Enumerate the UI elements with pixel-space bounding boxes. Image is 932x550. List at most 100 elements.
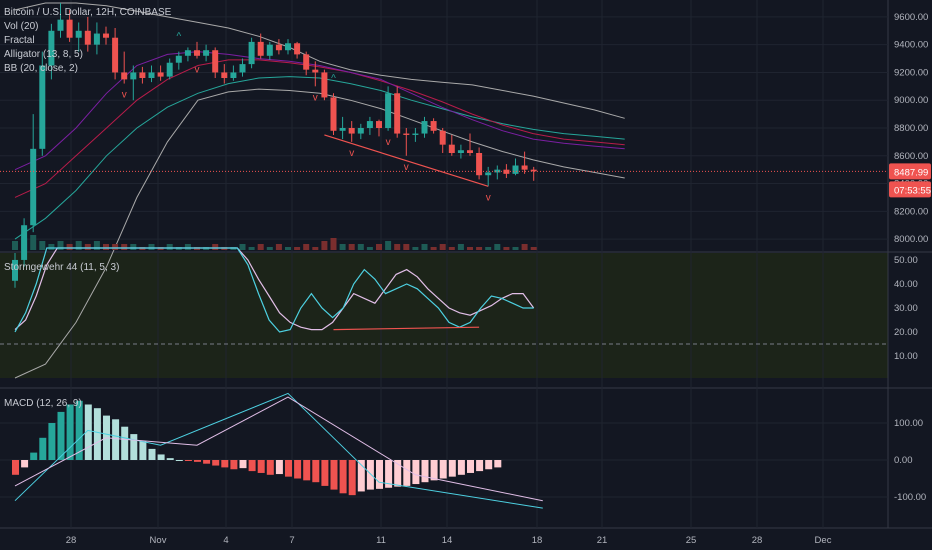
candle-body: [21, 225, 28, 260]
macd-histogram-bar: [357, 460, 365, 492]
macd-histogram-bar: [175, 460, 183, 461]
candle-body: [366, 121, 373, 128]
candle-body: [257, 41, 264, 56]
price-tick-label: 8000.00: [894, 234, 928, 245]
volume-bar: [303, 244, 310, 250]
osc-tick-label: 40.00: [894, 279, 918, 290]
osc-tick-label: 30.00: [894, 303, 918, 314]
macd-histogram-bar: [485, 460, 493, 470]
candle-body: [93, 33, 100, 45]
candle-body: [12, 259, 18, 281]
macd-histogram-bar: [366, 460, 374, 490]
candle-body: [467, 150, 473, 153]
indicator-alligator[interactable]: Alligator (13, 8, 5): [4, 49, 83, 60]
macd-histogram-bar: [166, 458, 174, 460]
candle-body: [57, 19, 64, 31]
candle-body: [239, 64, 246, 73]
alligator-jaw-line: [14, 76, 625, 240]
macd-histogram-bar: [266, 460, 274, 475]
macd-histogram-bar: [321, 460, 329, 486]
candle-body: [376, 121, 382, 128]
last-price-tag: [889, 163, 931, 180]
candle-body: [448, 144, 455, 153]
macd-histogram-bar: [39, 437, 47, 460]
time-tick-label: 11: [376, 535, 386, 546]
candle-body: [285, 43, 291, 51]
countdown-tag: [889, 181, 931, 198]
volume-bar: [521, 244, 528, 250]
macd-histogram-bar: [412, 460, 420, 485]
volume-bar: [366, 247, 373, 250]
bollinger-lower-line: [14, 88, 625, 379]
candle-body: [439, 130, 446, 145]
candle-body: [84, 30, 91, 45]
macd-legend: MACD (12, 26, 9): [4, 397, 82, 411]
macd-label[interactable]: MACD (12, 26, 9): [4, 398, 82, 409]
volume-bar: [494, 244, 501, 250]
macd-histogram-bar: [12, 460, 19, 475]
candle-body: [303, 54, 310, 70]
macd-histogram-bar: [184, 460, 192, 461]
volume-bar: [339, 244, 346, 250]
candle-body: [248, 41, 255, 65]
volume-bar: [266, 247, 273, 250]
price-tick-label: 9000.00: [894, 95, 928, 106]
candle-body: [457, 150, 464, 153]
macd-tick-label: -100.00: [894, 492, 926, 503]
candle-body: [394, 93, 401, 134]
candle-body: [194, 50, 200, 56]
price-tick-label: 9400.00: [894, 40, 928, 51]
macd-histogram-bar: [448, 460, 456, 477]
macd-histogram-bar: [21, 460, 29, 468]
candle-body: [121, 72, 128, 80]
candle-body: [212, 50, 219, 73]
fractal-down-marker: v: [349, 148, 354, 159]
fractal-down-marker: v: [386, 137, 391, 148]
time-tick-label: 7: [289, 535, 294, 546]
candle-body: [430, 121, 437, 131]
countdown-label: 07:53:55: [894, 185, 931, 196]
macd-histogram-bar: [139, 441, 147, 460]
volume-bar: [148, 244, 155, 250]
candle-body: [312, 69, 319, 73]
indicator-volume[interactable]: Vol (20): [4, 21, 39, 32]
macd-histogram-bar: [212, 460, 220, 466]
macd-histogram-bar: [494, 460, 502, 468]
macd-histogram-bar: [66, 404, 74, 460]
volume-bar: [503, 247, 510, 250]
volume-bar: [330, 238, 337, 250]
volume-bar: [421, 244, 428, 250]
fractal-down-marker: v: [486, 192, 491, 203]
candle-body: [266, 44, 273, 56]
osc-label[interactable]: Stormgewehr 44 (11, 5, 3): [4, 262, 120, 273]
macd-histogram-bar: [257, 460, 265, 473]
indicator-fractal[interactable]: Fractal: [4, 35, 35, 46]
volume-bar: [103, 244, 109, 250]
candle-body: [357, 128, 364, 134]
volume-bar: [439, 244, 446, 250]
volume-bar: [376, 244, 382, 250]
macd-histogram-bar: [157, 454, 165, 460]
candle-body: [321, 72, 328, 98]
macd-histogram-bar: [303, 460, 311, 481]
macd-histogram-bar: [275, 460, 283, 475]
candle-body: [39, 65, 46, 149]
macd-histogram-bar: [385, 460, 393, 488]
symbol-title[interactable]: Bitcoin / U.S. Dollar, 12H, COINBASE: [4, 7, 172, 18]
candle-body: [485, 172, 492, 176]
alligator-teeth-line: [14, 59, 625, 198]
candle-body: [521, 165, 528, 170]
indicator-bollinger[interactable]: BB (20, close, 2): [4, 63, 78, 74]
candle-body: [130, 72, 137, 80]
macd-histogram-bar: [194, 460, 201, 462]
macd-tick-label: 100.00: [894, 418, 923, 429]
volume-bar: [321, 241, 328, 250]
candle-body: [166, 62, 173, 77]
macd-histogram-bar: [203, 460, 211, 464]
osc-tick-label: 50.00: [894, 255, 918, 266]
time-tick-label: 21: [597, 535, 608, 546]
last-price-label: 8487.99: [894, 167, 928, 178]
volume-bar: [403, 244, 410, 250]
macd-line: [14, 392, 543, 509]
